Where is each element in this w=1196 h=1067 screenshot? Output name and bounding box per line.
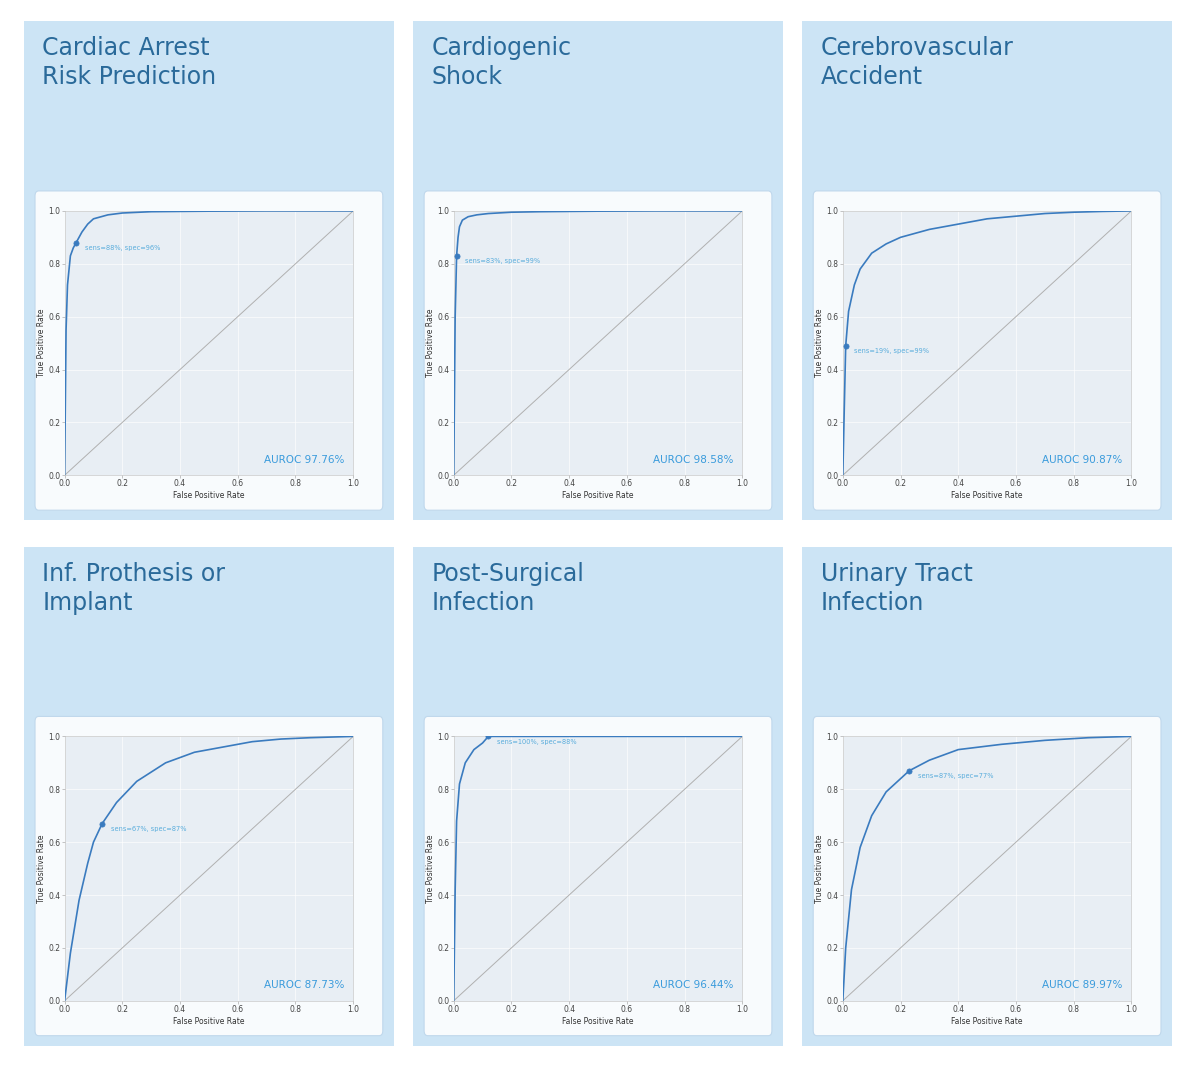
- FancyBboxPatch shape: [405, 12, 791, 530]
- FancyBboxPatch shape: [425, 191, 771, 510]
- Text: sens=83%, spec=99%: sens=83%, spec=99%: [465, 258, 541, 265]
- X-axis label: False Positive Rate: False Positive Rate: [173, 491, 245, 500]
- Y-axis label: True Positive Rate: True Positive Rate: [426, 308, 434, 378]
- Text: Cardiogenic
Shock: Cardiogenic Shock: [432, 36, 572, 89]
- Text: AUROC 96.44%: AUROC 96.44%: [653, 981, 733, 990]
- Text: Urinary Tract
Infection: Urinary Tract Infection: [820, 562, 972, 615]
- FancyBboxPatch shape: [35, 191, 383, 510]
- Text: sens=67%, spec=87%: sens=67%, spec=87%: [111, 826, 187, 832]
- FancyBboxPatch shape: [425, 716, 771, 1036]
- Point: [447, 248, 466, 265]
- Y-axis label: True Positive Rate: True Positive Rate: [814, 834, 824, 903]
- Text: AUROC 87.73%: AUROC 87.73%: [264, 981, 344, 990]
- FancyBboxPatch shape: [35, 716, 383, 1036]
- Text: Inf. Prothesis or
Implant: Inf. Prothesis or Implant: [42, 562, 225, 615]
- Point: [67, 234, 86, 251]
- Text: sens=88%, spec=96%: sens=88%, spec=96%: [85, 245, 160, 251]
- X-axis label: False Positive Rate: False Positive Rate: [562, 491, 634, 500]
- Point: [478, 728, 498, 745]
- Y-axis label: True Positive Rate: True Positive Rate: [426, 834, 434, 903]
- Text: AUROC 98.58%: AUROC 98.58%: [653, 455, 733, 465]
- X-axis label: False Positive Rate: False Positive Rate: [951, 491, 1023, 500]
- Text: sens=19%, spec=99%: sens=19%, spec=99%: [854, 348, 929, 354]
- X-axis label: False Positive Rate: False Positive Rate: [173, 1017, 245, 1025]
- Y-axis label: True Positive Rate: True Positive Rate: [814, 308, 824, 378]
- Text: AUROC 90.87%: AUROC 90.87%: [1043, 455, 1123, 465]
- Text: sens=100%, spec=88%: sens=100%, spec=88%: [498, 739, 576, 745]
- FancyBboxPatch shape: [813, 716, 1161, 1036]
- Text: AUROC 89.97%: AUROC 89.97%: [1043, 981, 1123, 990]
- Point: [836, 337, 855, 354]
- FancyBboxPatch shape: [794, 12, 1179, 530]
- Point: [899, 762, 919, 779]
- Text: Post-Surgical
Infection: Post-Surgical Infection: [432, 562, 585, 615]
- Text: Cardiac Arrest
Risk Prediction: Cardiac Arrest Risk Prediction: [42, 36, 216, 89]
- FancyBboxPatch shape: [405, 537, 791, 1055]
- FancyBboxPatch shape: [17, 12, 402, 530]
- Text: Cerebrovascular
Accident: Cerebrovascular Accident: [820, 36, 1013, 89]
- X-axis label: False Positive Rate: False Positive Rate: [562, 1017, 634, 1025]
- FancyBboxPatch shape: [794, 537, 1179, 1055]
- FancyBboxPatch shape: [17, 537, 402, 1055]
- FancyBboxPatch shape: [813, 191, 1161, 510]
- Point: [92, 815, 111, 832]
- Text: sens=87%, spec=77%: sens=87%, spec=77%: [917, 774, 994, 779]
- X-axis label: False Positive Rate: False Positive Rate: [951, 1017, 1023, 1025]
- Y-axis label: True Positive Rate: True Positive Rate: [37, 308, 45, 378]
- Text: AUROC 97.76%: AUROC 97.76%: [264, 455, 344, 465]
- Y-axis label: True Positive Rate: True Positive Rate: [37, 834, 45, 903]
